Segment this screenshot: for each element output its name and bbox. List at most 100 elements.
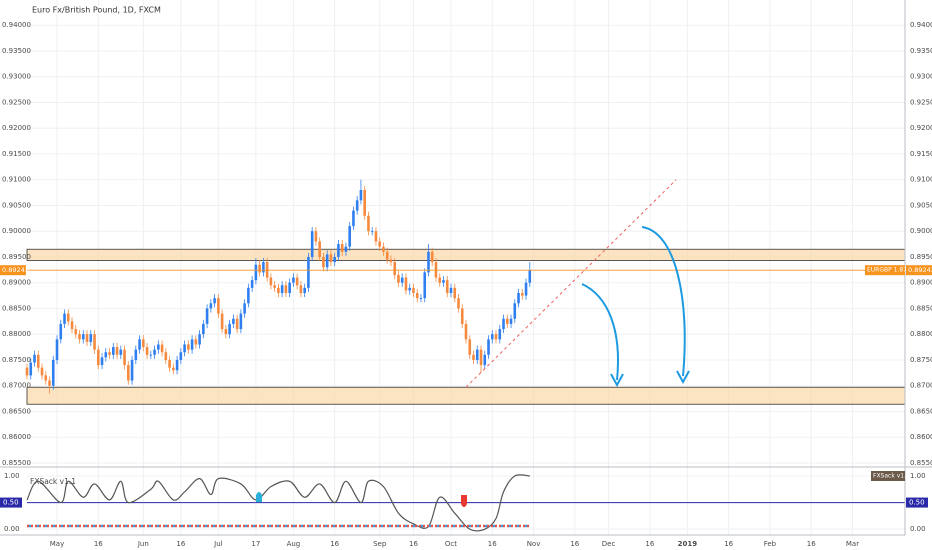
candle-body: [70, 321, 74, 330]
candle-body: [59, 323, 63, 340]
candle-body: [66, 313, 70, 322]
candle-body: [115, 347, 119, 355]
candle-body: [164, 352, 168, 360]
candle-body: [487, 339, 490, 355]
candle-body: [123, 349, 126, 366]
candle-body: [198, 334, 201, 345]
y-tick-label: 0.90500: [2, 201, 31, 209]
y-tick-label: 0.94000: [2, 21, 31, 29]
y-tick-label: 0.94000: [910, 21, 932, 29]
candle-body: [340, 244, 344, 252]
y2-tick-label: 0.00: [4, 525, 20, 533]
y-tick-label: 0.93000: [910, 73, 932, 81]
symbol-label: EURGBP 1.87%: [867, 267, 913, 274]
candle-body: [445, 280, 449, 294]
candle-body: [175, 359, 179, 371]
price-label-box: [906, 265, 932, 276]
y-tick-label: 0.93000: [2, 73, 31, 81]
x-tick-label: 16: [570, 540, 579, 548]
x-tick-label: 16: [807, 540, 816, 548]
candle-body: [228, 323, 231, 335]
y-tick-label: 0.88000: [910, 330, 932, 338]
indicator-tag: FXSack v1.1: [873, 473, 910, 480]
candle-body: [55, 339, 59, 360]
candle-body: [130, 359, 134, 381]
level-label-box: [0, 497, 22, 508]
support-resistance-zone: [26, 386, 906, 405]
candle-body: [505, 318, 509, 324]
oscillator-line: [26, 474, 530, 532]
y-tick-label: 0.93500: [910, 47, 932, 55]
x-tick-label: 16: [645, 540, 654, 548]
y-tick-label: 0.91500: [2, 150, 31, 158]
candle-body: [393, 262, 397, 275]
x-tick-label: Aug: [287, 540, 301, 548]
candle-body: [303, 287, 306, 294]
candle-body: [348, 226, 351, 247]
y-tick-label: 0.90500: [910, 201, 932, 209]
candle-body: [355, 200, 359, 211]
trendline: [465, 179, 677, 388]
candle-body: [202, 323, 205, 335]
candle-body: [142, 339, 145, 348]
candle-body: [262, 262, 265, 273]
arrow: [641, 226, 686, 377]
y-tick-label: 0.89000: [2, 279, 31, 287]
candle-body: [318, 241, 321, 257]
candle-body: [273, 285, 276, 288]
x-tick-label: 16: [724, 540, 733, 548]
candle-body: [307, 256, 310, 288]
candle-body: [247, 287, 250, 304]
candle-body: [344, 246, 348, 252]
x-tick-label: Oct: [445, 540, 457, 548]
candle-body: [160, 344, 164, 353]
candle-body: [138, 339, 141, 350]
x-tick-label: Mar: [846, 540, 859, 548]
y-tick-label: 0.89500: [910, 253, 932, 261]
candle-body: [254, 264, 258, 281]
candle-body: [40, 367, 44, 376]
y-tick-label: 0.88000: [2, 330, 31, 338]
candle-body: [397, 274, 400, 283]
indicator-tag-box: [871, 471, 905, 481]
candle-body: [74, 329, 78, 335]
candle-body: [389, 259, 393, 263]
buy-signal: [256, 492, 262, 502]
candle-body: [382, 246, 385, 252]
candle-body: [415, 293, 419, 299]
candle-body: [145, 347, 149, 355]
candle-body: [134, 349, 138, 360]
candle-body: [299, 285, 303, 294]
candle-body: [239, 313, 243, 330]
candle-body: [374, 231, 378, 242]
x-tick-label: May: [50, 540, 64, 548]
candle-body: [468, 339, 472, 355]
candle-body: [453, 287, 457, 299]
y-tick-label: 0.92000: [2, 124, 31, 132]
candle-body: [277, 287, 280, 294]
projection-arrows: [581, 226, 690, 388]
candle-body: [179, 352, 183, 360]
candle-body: [111, 347, 115, 355]
candle-body: [224, 329, 228, 335]
candle-body: [498, 329, 502, 340]
y-tick-label: 0.92500: [910, 98, 932, 106]
candle-body: [412, 287, 415, 294]
candle-body: [329, 254, 333, 263]
candle-body: [78, 334, 81, 340]
candle-body: [243, 303, 246, 314]
y-tick-label: 0.86500: [2, 407, 31, 415]
y-tick-label: 0.92500: [2, 98, 31, 106]
x-tick-label: Dec: [602, 540, 616, 548]
y2-tick-label: 1.00: [4, 472, 20, 480]
candle-body: [288, 282, 291, 294]
y-tick-label: 0.85500: [2, 459, 31, 467]
candle-body: [258, 264, 261, 273]
y-tick-label: 0.88500: [2, 304, 31, 312]
candle-body: [190, 339, 194, 350]
candle-body: [48, 380, 51, 386]
candle-body: [213, 298, 216, 304]
candle-body: [427, 251, 430, 273]
